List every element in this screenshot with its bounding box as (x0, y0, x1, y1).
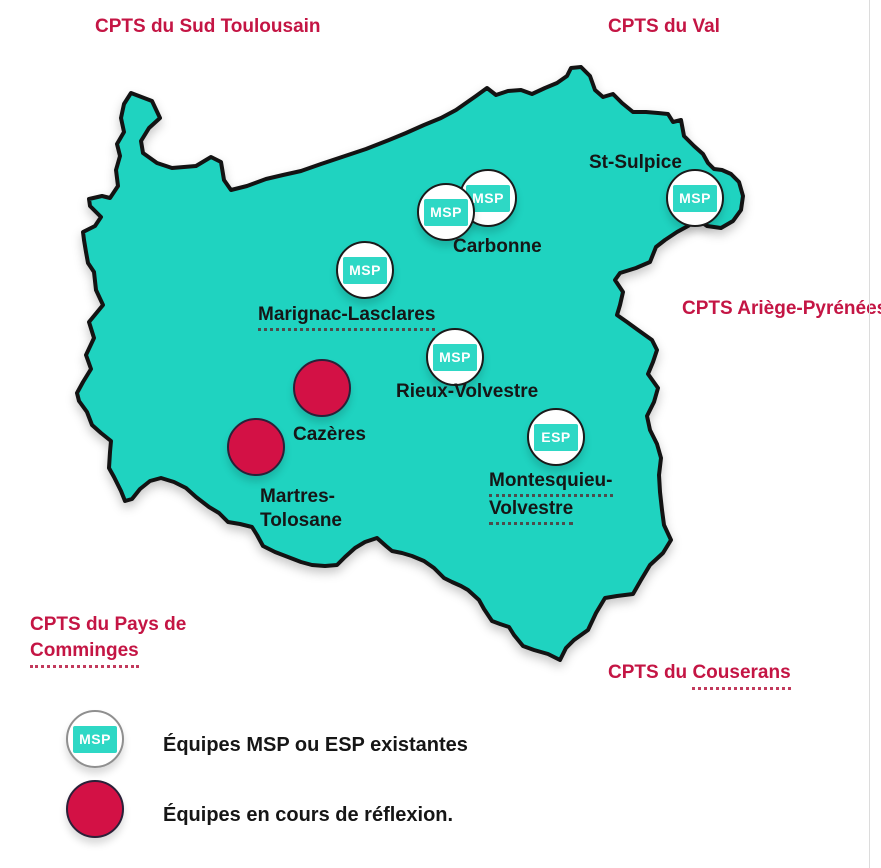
town-label-line: Carbonne (453, 235, 542, 259)
town-label-text: Carbonne (453, 236, 542, 257)
region-label-underlined: Comminges (30, 638, 139, 668)
region-label-val: CPTS du Val (608, 16, 720, 37)
town-label-line: Marignac-Lasclares (258, 303, 436, 331)
town-label-line: Martres- (260, 485, 342, 509)
msp-marker: MSP (66, 710, 124, 768)
town-label-text: St-Sulpice (589, 152, 682, 173)
town-label: St-Sulpice (589, 151, 682, 175)
marker-tag: ESP (534, 423, 578, 451)
reflection-marker (227, 418, 285, 476)
town-label-line: Tolosane (260, 509, 342, 533)
town-label-line: Cazères (293, 423, 366, 447)
marker-tag: MSP (343, 256, 387, 284)
town-label-text: Cazères (293, 424, 366, 445)
page-edge-line (869, 0, 870, 868)
marker-tag: MSP (73, 725, 117, 753)
town-label: Montesquieu- Volvestre (489, 469, 613, 525)
legend-label: Équipes MSP ou ESP existantes (163, 734, 468, 756)
town-label: Marignac-Lasclares (258, 303, 436, 331)
town-label: Martres- Tolosane (260, 485, 342, 533)
town-label-text: Montesquieu- (489, 469, 613, 497)
msp-marker: MSP (666, 169, 724, 227)
town-label-text: Tolosane (260, 510, 342, 531)
marker-tag: MSP (673, 184, 717, 212)
region-label-text: CPTS du (608, 662, 693, 683)
msp-marker: MSP (417, 183, 475, 241)
region-label-sud-toulousain: CPTS du Sud Toulousain (95, 16, 321, 37)
town-label-text: Marignac-Lasclares (258, 303, 436, 331)
esp-marker: ESP (527, 408, 585, 466)
town-label: Rieux-Volvestre (396, 380, 538, 404)
town-label-line: Volvestre (489, 497, 613, 525)
marker-tag: MSP (424, 198, 468, 226)
town-label: Cazères (293, 423, 366, 447)
region-label-couserans: CPTS du Couserans (608, 660, 791, 690)
msp-marker: MSP (336, 241, 394, 299)
region-label-pays-de-comminges: CPTS du Pays de Comminges (30, 612, 186, 668)
reflection-marker (293, 359, 351, 417)
town-label-text: Volvestre (489, 497, 574, 525)
town-label-text: Martres- (260, 486, 335, 507)
legend-label: Équipes en cours de réflexion. (163, 804, 454, 826)
town-label-line: St-Sulpice (589, 151, 682, 175)
territory-shape (75, 65, 745, 662)
region-label-ariege-pyrenees: CPTS Ariège-Pyrénées (682, 298, 881, 319)
region-label-line: CPTS du Pays de (30, 614, 187, 635)
region-label-line: Comminges (30, 638, 186, 668)
town-label-line: Montesquieu- (489, 469, 613, 497)
town-label-text: Rieux-Volvestre (396, 381, 539, 402)
town-label: Carbonne (453, 235, 542, 259)
region-label-underlined: Couserans (692, 660, 791, 690)
town-label-line: Rieux-Volvestre (396, 380, 538, 404)
reflection-marker (66, 780, 124, 838)
msp-marker: MSP (426, 328, 484, 386)
marker-tag: MSP (433, 343, 477, 371)
